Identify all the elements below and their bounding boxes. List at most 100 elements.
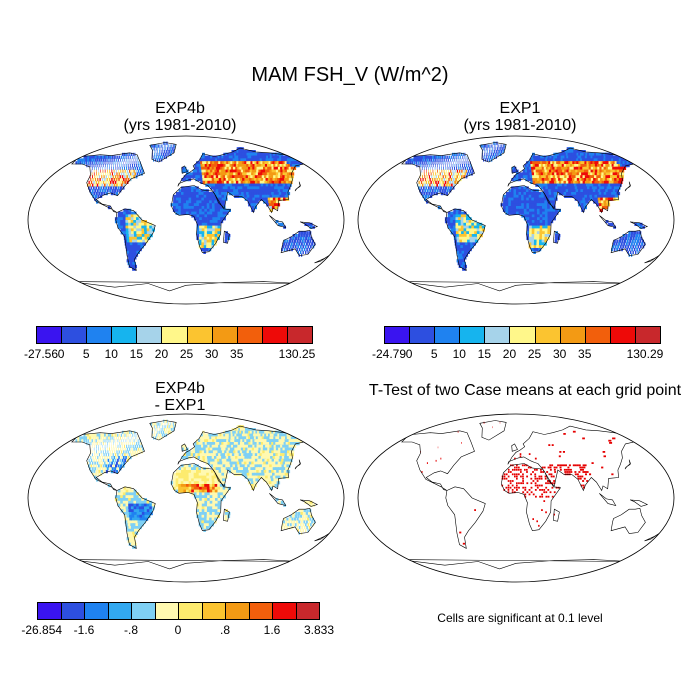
colorbar-swatch xyxy=(186,326,213,344)
coastline xyxy=(610,229,646,256)
panel-1-title-line1: EXP4b xyxy=(155,100,205,117)
colorbar-swatch xyxy=(409,326,436,344)
colorbar-swatch xyxy=(60,602,85,620)
colorbar-swatch xyxy=(459,326,486,344)
colorbar-tick-label: 25 xyxy=(179,347,194,361)
colorbar-swatch xyxy=(225,602,250,620)
coastline xyxy=(181,165,188,174)
colorbar-swatch xyxy=(201,602,226,620)
colorbar-swatch xyxy=(111,326,138,344)
map-exp1 xyxy=(357,135,675,305)
coastline xyxy=(644,532,661,542)
colorbar-swatch xyxy=(509,326,536,344)
map-exp4b xyxy=(27,135,345,305)
coastline xyxy=(299,499,319,507)
panel-3-title-line1: EXP4b xyxy=(155,380,205,397)
coastline xyxy=(223,230,230,244)
colorbar-tick-label: 35 xyxy=(230,347,244,361)
coastline xyxy=(294,181,301,192)
coastline xyxy=(170,463,232,532)
map-ttest-significance xyxy=(357,413,675,583)
colorbar-swatch xyxy=(609,326,636,344)
colorbar-swatch xyxy=(384,326,411,344)
panel-4-title-line1: T-Test of two Case means at each grid po… xyxy=(368,382,682,399)
colorbar-swatch xyxy=(434,326,461,344)
colorbar-swatch xyxy=(248,602,273,620)
colorbar-swatch xyxy=(211,326,238,344)
coastline xyxy=(314,532,331,542)
coastline xyxy=(401,430,475,491)
coastline xyxy=(280,229,316,256)
coastline xyxy=(280,507,316,534)
coastline xyxy=(511,165,518,174)
colorbar-exp1: -24.79 0 5 10 15 20 25 30 35 130.29 xyxy=(372,326,663,361)
colorbar-tick-label: 15 xyxy=(129,347,144,361)
colorbar-swatch xyxy=(86,326,113,344)
colorbar-tick-label: -26.854 xyxy=(21,623,63,637)
coastline xyxy=(445,208,486,271)
colorbar-swatch xyxy=(161,326,188,344)
colorbar-swatch xyxy=(61,326,88,344)
colorbar-tick-label: 5 xyxy=(82,347,90,361)
coastline xyxy=(500,185,562,254)
colorbar-swatch xyxy=(107,602,132,620)
colorbar-tick-label: 10 xyxy=(452,347,466,361)
figure-title: MAM FSH_V (W/m^2) xyxy=(251,64,449,86)
panel-4-title: T-Test of two Case means at each grid po… xyxy=(350,382,700,399)
colorbar-swatch xyxy=(484,326,511,344)
coastline xyxy=(599,215,617,228)
colorbar-tick-label: -27.56 xyxy=(24,347,59,361)
coastline xyxy=(624,181,631,192)
colorbar-swatch xyxy=(584,326,611,344)
panel-2-title-line2: (yrs 1981-2010) xyxy=(463,117,577,134)
colorbar-swatch xyxy=(261,326,288,344)
panel-3-title-line2: - EXP1 xyxy=(154,397,206,414)
map-border xyxy=(357,135,675,305)
colorbar-tick-label: 30 xyxy=(204,347,219,361)
coastline xyxy=(401,152,475,213)
colorbar-swatch xyxy=(84,602,109,620)
colorbar-tick-label: 10 xyxy=(104,347,118,361)
colorbar-exp4b: -27.56 0 5 10 15 20 25 30 35 130.25 xyxy=(24,326,315,361)
coastline xyxy=(269,493,287,506)
map-difference xyxy=(27,413,345,583)
colorbar-swatch xyxy=(286,326,313,344)
coastline xyxy=(299,221,319,229)
colorbar-swatch xyxy=(272,602,297,620)
coastline xyxy=(115,208,156,271)
coastline xyxy=(553,508,560,522)
colorbar-tick-label: 130.29 xyxy=(626,347,664,361)
colorbar-tick-label: .8 xyxy=(219,623,231,637)
colorbar-swatch xyxy=(178,602,203,620)
colorbar-tick-label: 5 xyxy=(430,347,438,361)
significance-note: Cells are significant at 0.1 level xyxy=(437,611,603,625)
panel-1-title: EXP4b (yrs 1981-2010) xyxy=(20,100,340,134)
coastline xyxy=(445,486,486,549)
map-border xyxy=(27,135,345,305)
data-cells xyxy=(420,421,616,545)
colorbar-swatch xyxy=(136,326,163,344)
colorbar-tick-label: 3.833 xyxy=(303,623,335,637)
colorbar-tick-label: 0 xyxy=(405,347,413,361)
colorbar-swatch xyxy=(236,326,263,344)
colorbar-swatch xyxy=(36,326,63,344)
data-cells xyxy=(405,141,646,271)
colorbar-tick-label: -.8 xyxy=(123,623,139,637)
colorbar-tick-label: -24.79 xyxy=(372,347,407,361)
colorbar-tick-label: 1.6 xyxy=(263,623,281,637)
colorbar-tick-label: 20 xyxy=(154,347,169,361)
coastline xyxy=(269,215,287,228)
coastline xyxy=(644,254,661,264)
coastline xyxy=(624,459,631,470)
coastline xyxy=(479,420,507,441)
coastline xyxy=(599,493,617,506)
colorbar-tick-label: 30 xyxy=(552,347,567,361)
coastline xyxy=(629,499,649,507)
panel-2-title: EXP1 (yrs 1981-2010) xyxy=(360,100,680,134)
panel-1-title-line2: (yrs 1981-2010) xyxy=(123,117,237,134)
colorbar-tick-label: 0 xyxy=(57,347,65,361)
coastline xyxy=(479,142,507,163)
coastline xyxy=(553,230,560,244)
coastline xyxy=(149,142,177,163)
coastline xyxy=(629,221,649,229)
